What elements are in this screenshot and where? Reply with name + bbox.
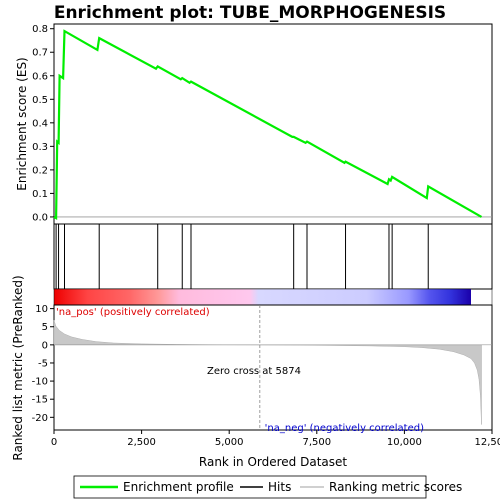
- es-y-tick-label: 0.6: [32, 71, 48, 82]
- es-y-tick-label: 0.8: [32, 24, 48, 35]
- metric-y-tick-label: -15: [32, 395, 48, 406]
- hit-markers: [55, 224, 429, 289]
- rank-x-ticks: 0 2,500 5,000 7,500 10,000 12,500: [51, 430, 500, 448]
- es-y-tick-label: 0.5: [32, 95, 48, 106]
- metric-y-axis-label: Ranked list metric (PreRanked): [11, 275, 25, 460]
- metric-y-tick-label: -10: [32, 377, 48, 388]
- es-y-tick-label: 0.3: [32, 142, 48, 153]
- legend: Enrichment profile Hits Ranking metric s…: [73, 475, 462, 499]
- es-y-axis-label: Enrichment score (ES): [15, 57, 29, 190]
- rank-x-axis-label: Rank in Ordered Dataset: [199, 455, 347, 469]
- es-y-ticks: 0.0 0.1 0.2 0.3 0.4 0.5 0.6 0.7 0.8: [32, 24, 54, 223]
- metric-y-tick-label: 10: [35, 304, 48, 315]
- hits-panel: [53, 223, 493, 290]
- es-y-tick-label: 0.0: [32, 212, 48, 223]
- legend-metric-label: Ranking metric scores: [329, 480, 462, 494]
- positive-correlation-label: 'na_pos' (positively correlated): [56, 307, 210, 318]
- rank-x-tick-label: 5,000: [215, 437, 244, 448]
- es-y-tick-label: 0.7: [32, 48, 48, 59]
- metric-y-tick-label: -20: [32, 413, 48, 424]
- ranking-metric-area: [53, 320, 482, 425]
- rank-x-tick-label: 10,000: [387, 437, 422, 448]
- enrichment-score-panel: 0.0 0.1 0.2 0.3 0.4 0.5 0.6 0.7 0.8 Enrichment s…: [15, 23, 493, 225]
- metric-y-tick-label: 0: [42, 340, 48, 351]
- metric-y-tick-label: -5: [38, 358, 48, 369]
- bottom-panel-frame: [53, 304, 493, 431]
- es-y-tick-label: 0.4: [32, 118, 48, 129]
- metric-y-ticks: 10 5 0 -5 -10 -15 -20: [32, 304, 54, 424]
- chart-title: Enrichment plot: TUBE_MORPHOGENESIS: [54, 3, 446, 23]
- hits-panel-frame: [53, 223, 493, 290]
- enrichment-profile-line: [53, 29, 483, 220]
- rank-x-tick-label: 2,500: [127, 437, 156, 448]
- metric-y-tick-label: 5: [42, 322, 48, 333]
- es-y-tick-label: 0.1: [32, 189, 48, 200]
- rank-x-tick-label: 12,500: [475, 437, 500, 448]
- rank-x-tick-label: 7,500: [302, 437, 331, 448]
- top-panel-frame: [53, 23, 493, 225]
- ranked-metric-panel: 10 5 0 -5 -10 -15 -20 0 2,500 5,000 7,500 10,000 12…: [11, 275, 500, 469]
- rank-gradient: [54, 289, 471, 305]
- zero-cross-label: Zero cross at 5874: [207, 366, 301, 377]
- legend-hits-label: Hits: [268, 480, 291, 494]
- legend-profile-label: Enrichment profile: [123, 480, 234, 494]
- es-y-tick-label: 0.2: [32, 165, 48, 176]
- negative-correlation-label: 'na_neg' (negatively correlated): [265, 423, 424, 434]
- rank-color-bar: [53, 288, 493, 306]
- rank-x-tick-label: 0: [51, 437, 57, 448]
